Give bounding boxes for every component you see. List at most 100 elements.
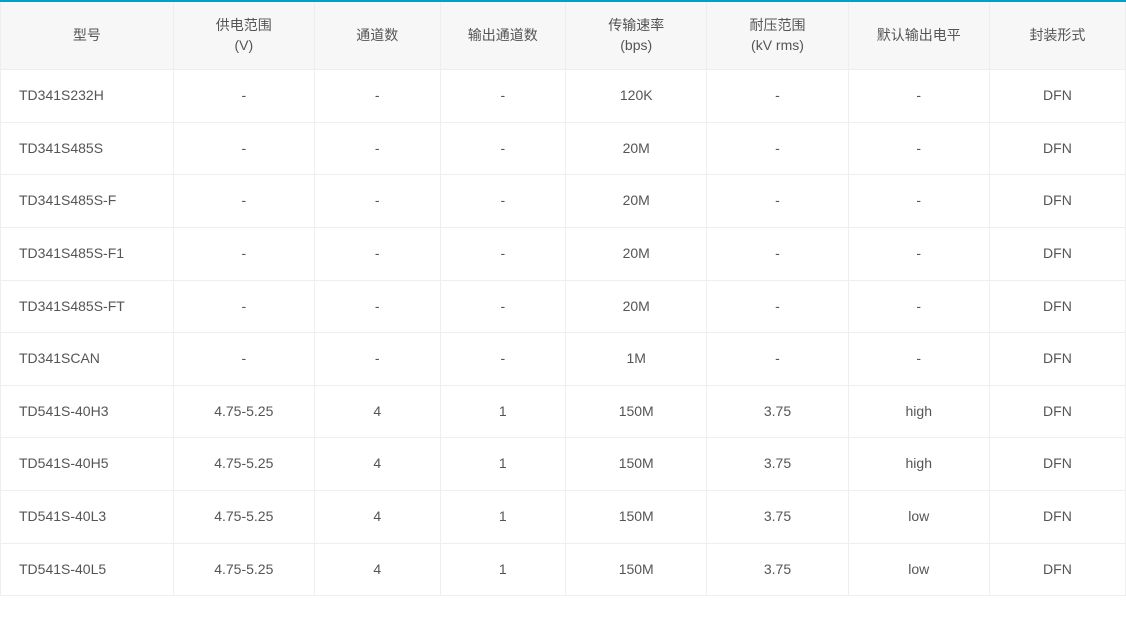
cell-model: TD341S232H: [1, 70, 174, 123]
table-row: TD341S485S-F1---20M--DFN: [1, 227, 1126, 280]
cell-value: -: [848, 122, 989, 175]
col-header-sub: (kV rms): [715, 36, 839, 56]
col-header-speed: 传输速率 (bps): [566, 2, 707, 70]
cell-value: 150M: [566, 543, 707, 596]
cell-value: 150M: [566, 438, 707, 491]
cell-value: DFN: [989, 280, 1125, 333]
col-header-voltage: 供电范围 (V): [173, 2, 314, 70]
cell-value: 4: [314, 438, 440, 491]
cell-value: -: [173, 122, 314, 175]
cell-value: -: [314, 175, 440, 228]
col-header-main: 型号: [9, 26, 165, 46]
col-header-output-channels: 输出通道数: [440, 2, 566, 70]
product-spec-table-container: 型号 供电范围 (V) 通道数 输出通道数 传输速率 (bps) 耐压范围: [0, 0, 1126, 596]
cell-value: DFN: [989, 333, 1125, 386]
table-row: TD341S485S-F---20M--DFN: [1, 175, 1126, 228]
cell-model: TD341S485S-F1: [1, 227, 174, 280]
cell-value: 4: [314, 490, 440, 543]
cell-value: -: [848, 280, 989, 333]
cell-value: 3.75: [707, 543, 848, 596]
col-header-main: 封装形式: [998, 26, 1117, 46]
cell-value: -: [707, 280, 848, 333]
cell-value: -: [707, 175, 848, 228]
cell-value: -: [707, 227, 848, 280]
cell-value: 4: [314, 385, 440, 438]
cell-value: 4.75-5.25: [173, 385, 314, 438]
cell-value: low: [848, 490, 989, 543]
cell-value: -: [440, 333, 566, 386]
cell-value: low: [848, 543, 989, 596]
cell-model: TD341S485S: [1, 122, 174, 175]
cell-value: high: [848, 438, 989, 491]
cell-model: TD541S-40L3: [1, 490, 174, 543]
cell-value: high: [848, 385, 989, 438]
cell-value: 3.75: [707, 438, 848, 491]
col-header-voltage-tolerance: 耐压范围 (kV rms): [707, 2, 848, 70]
cell-value: -: [173, 70, 314, 123]
cell-value: DFN: [989, 122, 1125, 175]
table-row: TD541S-40H34.75-5.2541150M3.75highDFN: [1, 385, 1126, 438]
cell-value: -: [173, 333, 314, 386]
table-row: TD341SCAN---1M--DFN: [1, 333, 1126, 386]
col-header-sub: (V): [182, 36, 306, 56]
table-row: TD541S-40L54.75-5.2541150M3.75lowDFN: [1, 543, 1126, 596]
cell-value: -: [848, 333, 989, 386]
cell-value: -: [314, 280, 440, 333]
cell-value: DFN: [989, 70, 1125, 123]
cell-value: -: [440, 227, 566, 280]
cell-value: -: [173, 227, 314, 280]
table-row: TD341S485S-FT---20M--DFN: [1, 280, 1126, 333]
cell-value: -: [314, 333, 440, 386]
col-header-model: 型号: [1, 2, 174, 70]
col-header-package: 封装形式: [989, 2, 1125, 70]
cell-value: 1: [440, 543, 566, 596]
col-header-main: 耐压范围: [715, 16, 839, 36]
col-header-main: 输出通道数: [449, 26, 558, 46]
cell-value: -: [440, 70, 566, 123]
cell-value: -: [848, 175, 989, 228]
cell-value: 1: [440, 438, 566, 491]
cell-model: TD541S-40L5: [1, 543, 174, 596]
cell-value: DFN: [989, 543, 1125, 596]
cell-value: 20M: [566, 122, 707, 175]
col-header-main: 通道数: [323, 26, 432, 46]
cell-value: 1M: [566, 333, 707, 386]
table-row: TD341S485S---20M--DFN: [1, 122, 1126, 175]
cell-value: 20M: [566, 227, 707, 280]
col-header-main: 供电范围: [182, 16, 306, 36]
cell-value: 1: [440, 385, 566, 438]
cell-value: 4.75-5.25: [173, 438, 314, 491]
cell-value: 4.75-5.25: [173, 543, 314, 596]
cell-value: -: [173, 175, 314, 228]
cell-value: -: [440, 280, 566, 333]
cell-model: TD541S-40H5: [1, 438, 174, 491]
table-body: TD341S232H---120K--DFNTD341S485S---20M--…: [1, 70, 1126, 596]
cell-value: DFN: [989, 385, 1125, 438]
cell-value: 120K: [566, 70, 707, 123]
cell-model: TD341S485S-F: [1, 175, 174, 228]
table-row: TD541S-40H54.75-5.2541150M3.75highDFN: [1, 438, 1126, 491]
cell-model: TD341SCAN: [1, 333, 174, 386]
cell-value: -: [314, 227, 440, 280]
cell-value: -: [440, 122, 566, 175]
cell-value: -: [707, 333, 848, 386]
col-header-sub: (bps): [574, 36, 698, 56]
cell-value: 150M: [566, 385, 707, 438]
col-header-channels: 通道数: [314, 2, 440, 70]
cell-value: DFN: [989, 438, 1125, 491]
cell-value: -: [707, 70, 848, 123]
cell-value: 20M: [566, 280, 707, 333]
cell-value: 1: [440, 490, 566, 543]
cell-value: 4: [314, 543, 440, 596]
cell-value: 3.75: [707, 385, 848, 438]
cell-model: TD341S485S-FT: [1, 280, 174, 333]
cell-value: -: [314, 70, 440, 123]
cell-value: -: [440, 175, 566, 228]
cell-value: -: [848, 70, 989, 123]
col-header-main: 默认输出电平: [857, 26, 981, 46]
cell-value: -: [848, 227, 989, 280]
cell-value: -: [707, 122, 848, 175]
table-header: 型号 供电范围 (V) 通道数 输出通道数 传输速率 (bps) 耐压范围: [1, 2, 1126, 70]
cell-value: DFN: [989, 227, 1125, 280]
cell-value: -: [173, 280, 314, 333]
